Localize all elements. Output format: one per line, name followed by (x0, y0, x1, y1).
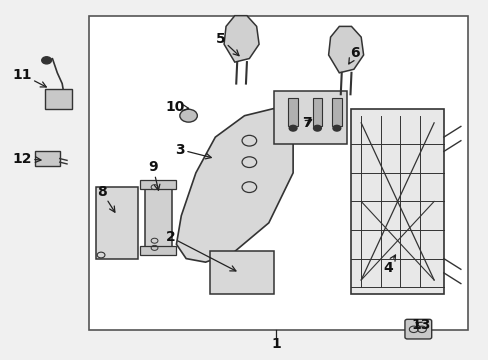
Bar (144, 187, 171, 251)
Text: 1: 1 (271, 337, 281, 351)
Text: 12: 12 (13, 152, 41, 166)
Bar (273, 91, 346, 144)
Text: 13: 13 (410, 318, 430, 332)
Bar (312, 98, 322, 126)
Bar (96, 187, 137, 258)
Text: 8: 8 (97, 185, 115, 212)
Bar (210, 251, 273, 294)
Bar (351, 109, 443, 294)
Text: 7: 7 (301, 116, 311, 130)
Text: 9: 9 (148, 161, 160, 190)
Bar (89, 16, 467, 330)
Text: 3: 3 (175, 143, 211, 159)
Bar (287, 98, 297, 126)
Text: 2: 2 (165, 230, 235, 271)
Circle shape (332, 125, 340, 131)
Text: 10: 10 (165, 100, 188, 114)
Text: 11: 11 (13, 68, 46, 87)
Text: 4: 4 (382, 255, 395, 275)
Circle shape (41, 57, 51, 64)
Polygon shape (328, 26, 363, 73)
Bar (35, 152, 60, 166)
Bar (45, 89, 72, 109)
Polygon shape (176, 109, 292, 262)
Text: 6: 6 (348, 46, 360, 64)
Circle shape (288, 125, 296, 131)
Circle shape (313, 125, 321, 131)
Circle shape (180, 109, 197, 122)
FancyBboxPatch shape (404, 319, 431, 339)
Text: 5: 5 (216, 32, 239, 56)
Polygon shape (224, 16, 259, 62)
Bar (140, 246, 176, 255)
Bar (331, 98, 341, 126)
Bar (140, 180, 176, 189)
